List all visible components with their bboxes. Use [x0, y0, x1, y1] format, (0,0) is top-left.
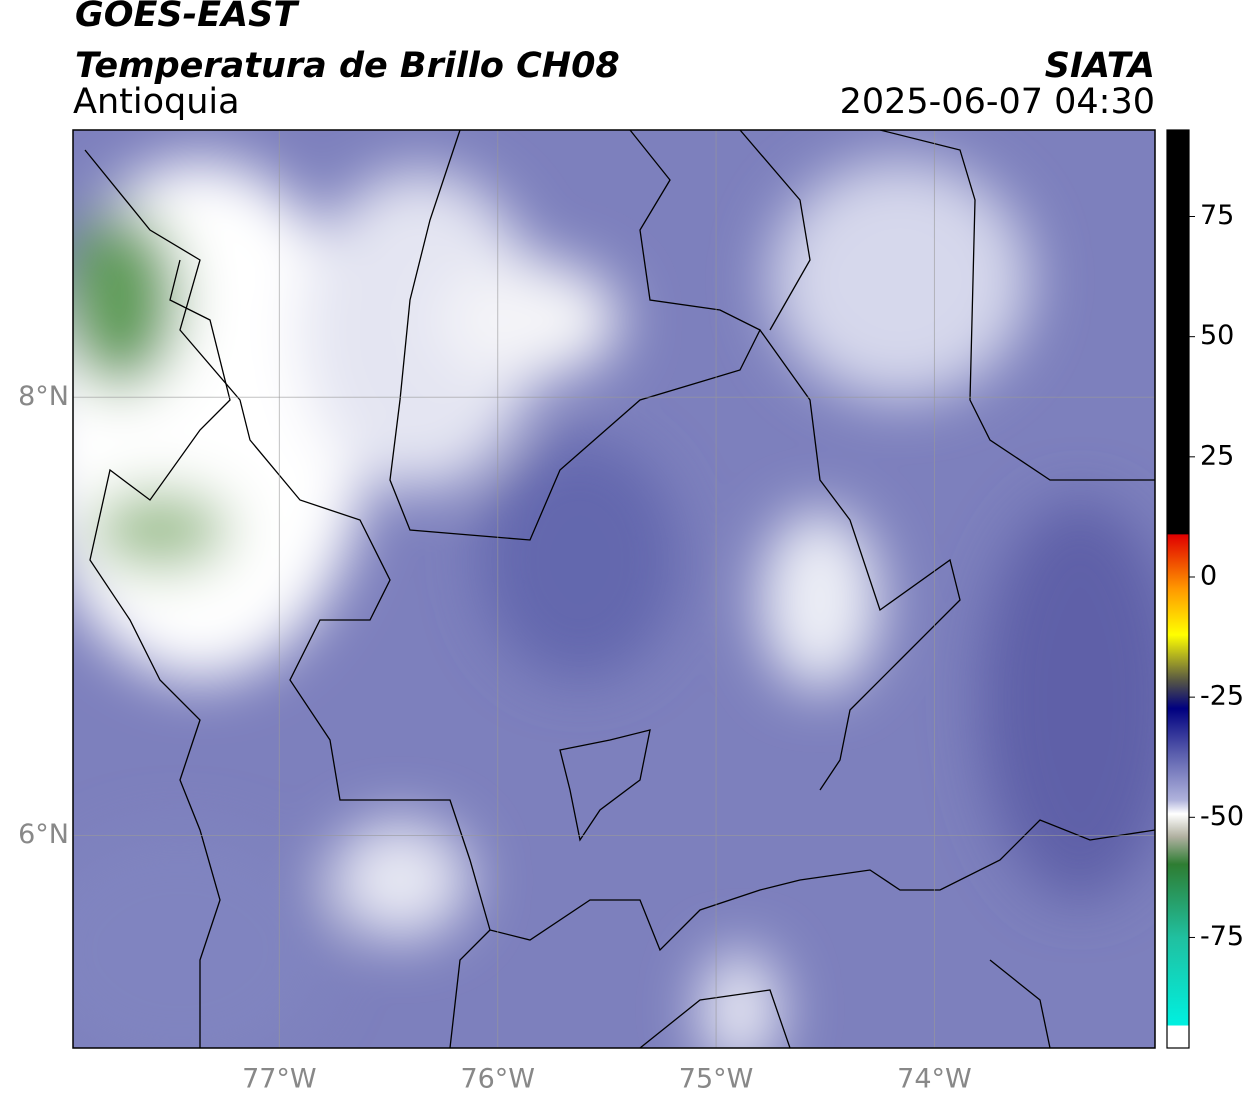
lat-label: 8°N: [18, 381, 69, 412]
lon-label: 77°W: [242, 1064, 317, 1095]
colorbar-label: 50: [1200, 320, 1234, 351]
lon-label: 75°W: [679, 1064, 754, 1095]
map-frame: [72, 129, 1156, 1049]
colorbar-label: 75: [1200, 200, 1234, 231]
satellite-image: [73, 130, 1155, 1048]
source: SIATA: [1045, 46, 1155, 86]
graticule: [73, 130, 1155, 1048]
colorbar-label: -50: [1200, 801, 1244, 832]
colorbar: [1166, 129, 1190, 1049]
region: Antioquia: [73, 82, 240, 122]
lat-label: 6°N: [18, 819, 69, 850]
datetime: 2025-06-07 04:30: [840, 82, 1155, 122]
colorbar-label: -75: [1200, 921, 1244, 952]
colorbar-label: -25: [1200, 681, 1244, 712]
lon-label: 76°W: [460, 1064, 535, 1095]
colorbar-label: 25: [1200, 440, 1234, 471]
lon-label: 74°W: [897, 1064, 972, 1095]
subtitle: Temperatura de Brillo CH08: [75, 46, 620, 86]
title: GOES-EAST: [75, 0, 300, 35]
colorbar-label: 0: [1200, 560, 1217, 591]
